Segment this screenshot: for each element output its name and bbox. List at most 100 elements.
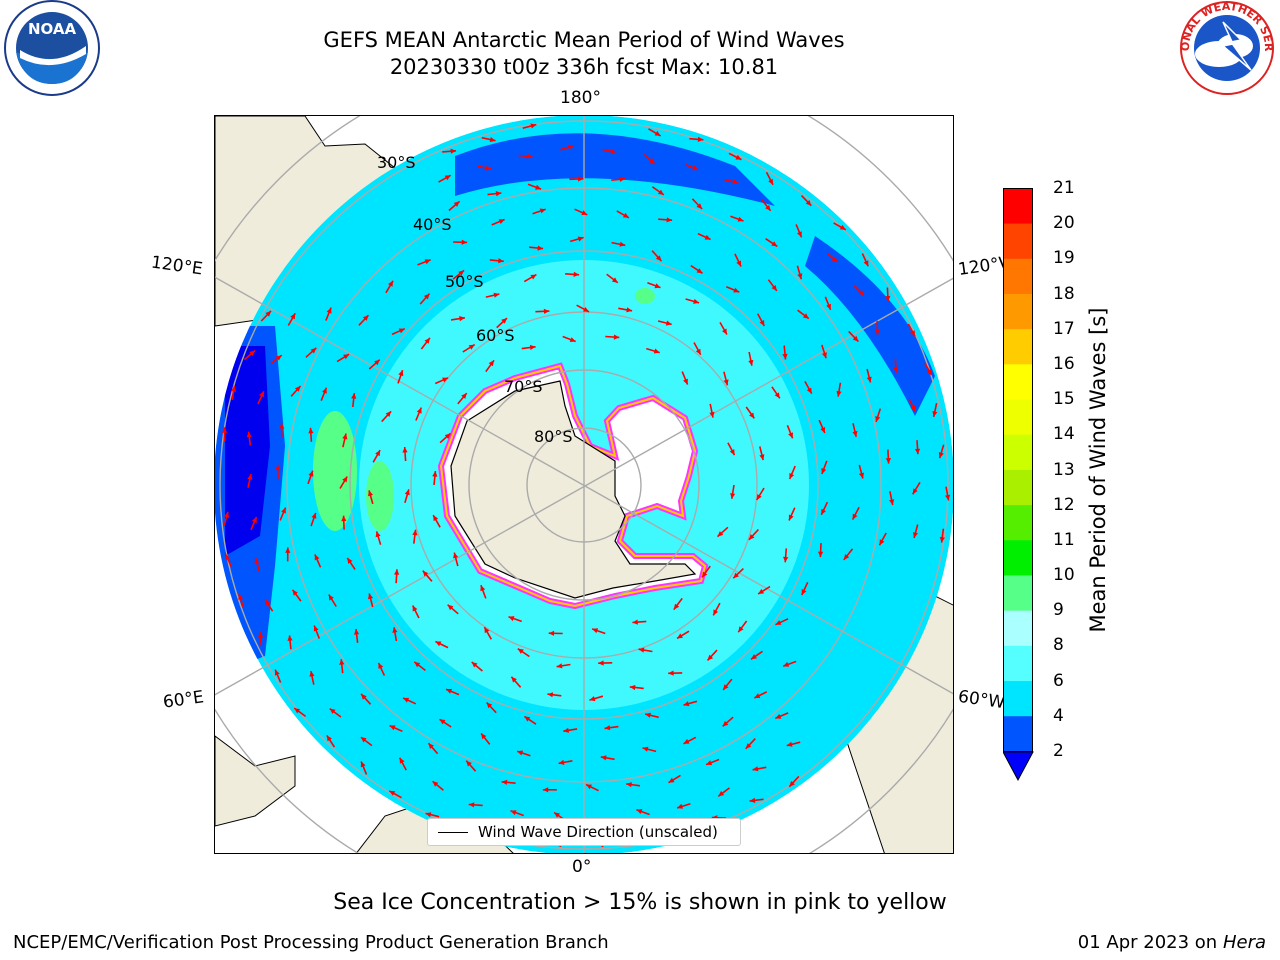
wind-arrow-head [342, 476, 348, 483]
colorbar-tick-label: 16 [1053, 353, 1075, 374]
colorbar [1003, 188, 1034, 782]
wind-arrow-head [480, 585, 486, 592]
wind-arrow-head [326, 307, 332, 314]
wind-arrow-head [613, 334, 620, 340]
colorbar-tick-label: 13 [1053, 459, 1075, 480]
wind-arrow-head [885, 458, 891, 464]
wind-arrow-head [458, 270, 465, 276]
wind-arrow-head [439, 719, 446, 725]
wind-arrow-head [341, 515, 347, 522]
wind-arrow-head [722, 720, 729, 727]
lat-label-30s: 30°S [377, 153, 416, 172]
wind-arrow-head [556, 663, 563, 669]
wind-arrow-head [673, 603, 680, 610]
colorbar-cell [1003, 363, 1033, 400]
wind-arrow-head [279, 423, 285, 429]
wind-arrow-head [221, 427, 228, 433]
wind-arrow-head [863, 260, 869, 267]
wind-arrow-head [821, 508, 826, 515]
wind-arrow-head [468, 344, 475, 350]
wind-arrow-head [653, 348, 660, 354]
colorbar-cell [1003, 434, 1033, 470]
wind-arrow-head [247, 474, 253, 480]
wind-arrow-head [368, 490, 373, 497]
colorbar-tick-label: 6 [1053, 670, 1064, 691]
wind-arrow-head [322, 387, 327, 394]
wind-arrow-head [642, 746, 649, 752]
wind-arrow-head [402, 447, 408, 453]
colorbar-label: Mean Period of Wind Waves [s] [1086, 307, 1110, 633]
wind-arrow-head [654, 283, 661, 289]
wind-arrow-head [797, 273, 803, 280]
colorbar-cells [1003, 188, 1033, 752]
wind-arrow-head [385, 411, 392, 417]
map-panel: 30°S 40°S 50°S 60°S 70°S 80°S [214, 115, 954, 854]
wind-arrow-head [805, 200, 812, 206]
wind-arrow-head [626, 782, 632, 788]
wind-arrow-head [768, 178, 773, 185]
wind-arrow-head [707, 654, 714, 661]
wind-arrow-head [939, 536, 945, 543]
wind-arrow-head [665, 320, 672, 326]
wind-arrow-head [285, 547, 291, 553]
wind-arrow-head [668, 777, 675, 783]
wind-arrow-head [444, 433, 451, 439]
long-period-patch-north [635, 288, 655, 304]
wind-arrow-head [435, 641, 442, 647]
sea-ice-note: Sea Ice Concentration > 15% is shown in … [333, 890, 947, 915]
wind-arrow-head [274, 669, 280, 676]
wind-arrow-head [432, 781, 439, 787]
colorbar-under-triangle [1003, 751, 1034, 782]
wind-arrow-head [484, 627, 490, 634]
wind-arrow-head [375, 450, 381, 457]
wind-arrow-head [788, 514, 794, 521]
wind-arrow-head [730, 493, 736, 499]
wind-arrow-head [683, 378, 688, 385]
wind-arrow-head [313, 625, 319, 632]
wind-arrow-head [733, 572, 739, 579]
wind-arrow-head [577, 236, 584, 242]
wind-arrow-head [874, 329, 880, 335]
very-short-period-region [225, 346, 270, 556]
wind-arrow-head [388, 280, 393, 287]
wind-arrow-head [398, 328, 405, 334]
wind-arrow-head [447, 604, 454, 611]
colorbar-tick-label: 8 [1053, 635, 1064, 656]
madagascar-landmass [215, 735, 296, 827]
wind-arrow-head [733, 287, 740, 293]
wind-arrow-head [839, 224, 846, 230]
wind-arrow-head [910, 330, 915, 337]
colorbar-cell [1003, 539, 1033, 576]
wind-arrow-head [858, 472, 864, 479]
wind-arrow-head [308, 427, 314, 434]
wind-arrow-head [752, 766, 759, 772]
wind-arrow-head [339, 659, 345, 665]
colorbar-tick-label: 15 [1053, 389, 1075, 410]
wind-arrow-head [508, 616, 515, 622]
nws-logo: NATIONAL WEATHER SERVICE [1175, 0, 1275, 95]
colorbar-tick-label: 9 [1053, 600, 1064, 621]
wind-arrow-head [789, 780, 795, 787]
wind-arrow-head [362, 315, 369, 321]
wind-arrow-head [343, 354, 350, 360]
wind-arrow-head [424, 259, 431, 265]
colorbar-tick-label: 20 [1053, 213, 1075, 234]
graticule [215, 116, 953, 853]
wind-arrow-head [586, 784, 592, 790]
wind-arrow-head [488, 360, 494, 367]
colorbar-cell [1003, 188, 1033, 224]
wind-arrow-head [360, 761, 366, 768]
wind-arrow-head [696, 268, 703, 274]
lat-label-70s: 70°S [504, 377, 543, 396]
wind-arrow-head [645, 712, 651, 718]
wind-arrow-head [394, 569, 400, 575]
wind-arrow-head [654, 130, 661, 136]
colorbar-cell [1003, 328, 1033, 365]
wind-arrow-head [328, 594, 334, 601]
chart-title: GEFS MEAN Antarctic Mean Period of Wind … [323, 28, 845, 52]
wind-arrow-head [558, 759, 565, 765]
wind-arrow-head [751, 654, 757, 660]
wind-arrow-head [610, 148, 617, 154]
colorbar-tick-label: 18 [1053, 283, 1075, 304]
wind-arrow-head [648, 158, 655, 164]
